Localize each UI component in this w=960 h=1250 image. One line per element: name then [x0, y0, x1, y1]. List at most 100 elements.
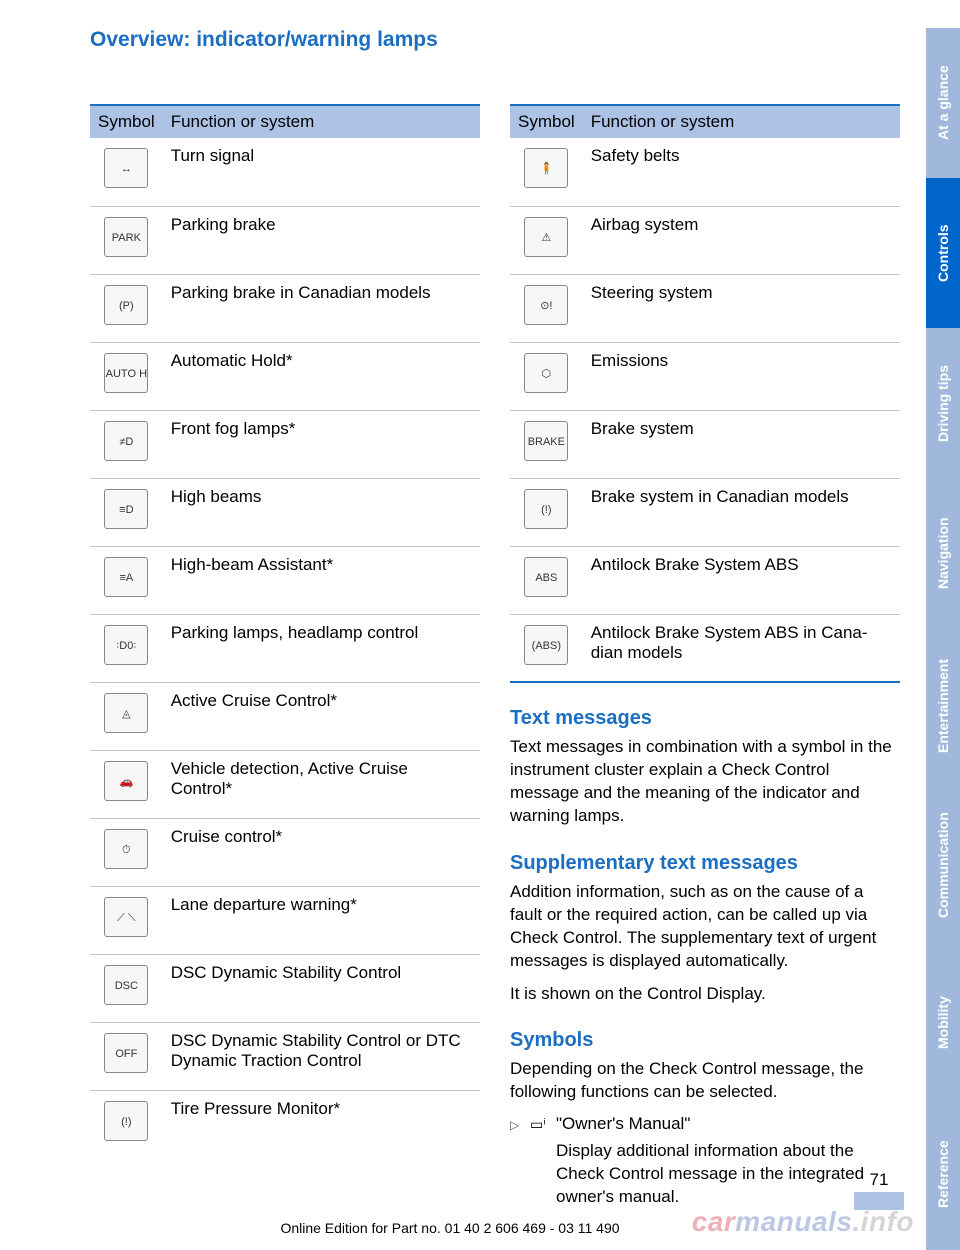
row-label: Antilock Brake System ABS — [583, 546, 900, 614]
vehicle-detection-icon: 🚗 — [104, 761, 148, 801]
col-header-symbol: Symbol — [510, 105, 583, 138]
table-row: DSC DSC Dynamic Stability Control — [90, 954, 480, 1022]
page-title: Overview: indicator/warning lamps — [90, 28, 960, 52]
row-label: Automatic Hold* — [163, 342, 480, 410]
watermark: carmanuals.info — [692, 1206, 914, 1238]
table-row: (!) Tire Pressure Monitor* — [90, 1090, 480, 1158]
right-symbol-table: Symbol Function or system 🧍Safety belts … — [510, 104, 900, 683]
table-row: 🧍 Safety belts — [510, 138, 900, 206]
row-label: Safety belts — [583, 138, 900, 206]
row-label: Active Cruise Control* — [163, 682, 480, 750]
book-icon: ▭ⁱ — [530, 1114, 556, 1134]
table-row: ⏱ Cruise control* — [90, 818, 480, 886]
tab-navigation[interactable]: Navigation — [926, 478, 960, 628]
table-row: ≡D High beams — [90, 478, 480, 546]
brake-icon: BRAKE — [524, 421, 568, 461]
front-fog-icon: ≠D — [104, 421, 148, 461]
heading-supplementary: Supplementary text messages — [510, 852, 900, 875]
col-header-function: Function or system — [163, 105, 480, 138]
triangle-icon: ▷ — [510, 1114, 530, 1134]
row-label: Tire Pressure Monitor* — [163, 1090, 480, 1158]
steering-icon: ⊙! — [524, 285, 568, 325]
row-label: DSC Dynamic Stability Control or DTC Dyn… — [163, 1022, 480, 1090]
tab-controls[interactable]: Controls — [926, 178, 960, 328]
active-cruise-icon: ◬ — [104, 693, 148, 733]
dsc-icon: DSC — [104, 965, 148, 1005]
row-label: Front fog lamps* — [163, 410, 480, 478]
row-label: Brake system in Canadian models — [583, 478, 900, 546]
abs-canada-icon: (ABS) — [524, 625, 568, 665]
row-label: High beams — [163, 478, 480, 546]
bullet-owners-manual: ▷ ▭ⁱ "Owner's Manual" — [510, 1114, 900, 1134]
row-label: Parking brake in Canadian models — [163, 274, 480, 342]
airbag-icon: ⚠ — [524, 217, 568, 257]
row-label: Antilock Brake System ABS in Cana­dian m… — [583, 614, 900, 682]
page-number-value: 71 — [870, 1170, 889, 1189]
page-number: 71 — [854, 1170, 904, 1210]
row-label: Emissions — [583, 342, 900, 410]
row-label: Vehicle detection, Active Cruise Control… — [163, 750, 480, 818]
heading-symbols: Symbols — [510, 1029, 900, 1052]
table-row: ⬡ Emissions — [510, 342, 900, 410]
side-tabs: At a glanceControlsDriving tipsNavigatio… — [926, 28, 960, 1250]
col-header-symbol: Symbol — [90, 105, 163, 138]
tpm-icon: (!) — [104, 1101, 148, 1141]
tab-at-a-glance[interactable]: At a glance — [926, 28, 960, 178]
tab-communication[interactable]: Communication — [926, 783, 960, 948]
park-icon: PARK — [104, 217, 148, 257]
table-row: (P) Parking brake in Canadian models — [90, 274, 480, 342]
table-row: ⊙! Steering system — [510, 274, 900, 342]
table-row: ≡A High-beam Assistant* — [90, 546, 480, 614]
row-label: Airbag system — [583, 206, 900, 274]
row-label: Parking lamps, headlamp control — [163, 614, 480, 682]
table-row: ◬ Active Cruise Control* — [90, 682, 480, 750]
table-row: OFF DSC Dynamic Stability Control or DTC … — [90, 1022, 480, 1090]
table-row: PARK Parking brake — [90, 206, 480, 274]
auto-hold-icon: AUTO H — [104, 353, 148, 393]
row-label: Lane departure warning* — [163, 886, 480, 954]
row-label: Brake system — [583, 410, 900, 478]
park-canada-icon: (P) — [104, 285, 148, 325]
table-row: ≠D Front fog lamps* — [90, 410, 480, 478]
table-row: (!) Brake system in Canadian models — [510, 478, 900, 546]
text-messages-body: Text messages in combination with a symb… — [510, 736, 900, 828]
table-row: ⚠ Airbag system — [510, 206, 900, 274]
left-column: Symbol Function or system ↔ Turn signal P… — [90, 104, 480, 1209]
table-row: AUTO H Automatic Hold* — [90, 342, 480, 410]
brake-canada-icon: (!) — [524, 489, 568, 529]
col-header-function: Function or system — [583, 105, 900, 138]
abs-icon: ABS — [524, 557, 568, 597]
dsc-off-icon: OFF — [104, 1033, 148, 1073]
cruise-control-icon: ⏱ — [104, 829, 148, 869]
turn-signal-icon: ↔ — [104, 148, 148, 188]
table-row: ⟋ ⟍ Lane departure warning* — [90, 886, 480, 954]
tab-reference[interactable]: Reference — [926, 1098, 960, 1250]
supplementary-body-1: Addition information, such as on the cau… — [510, 881, 900, 973]
symbols-body: Depending on the Check Control message, … — [510, 1058, 900, 1104]
supplementary-body-2: It is shown on the Control Display. — [510, 983, 900, 1006]
row-label: Cruise control* — [163, 818, 480, 886]
tab-entertainment[interactable]: Entertainment — [926, 628, 960, 783]
bullet-label: "Owner's Manual" — [556, 1114, 900, 1134]
lane-departure-icon: ⟋ ⟍ — [104, 897, 148, 937]
row-label: Parking brake — [163, 206, 480, 274]
right-column: Symbol Function or system 🧍Safety belts … — [510, 104, 900, 1209]
table-row: ꞉D0꞉ Parking lamps, headlamp control — [90, 614, 480, 682]
seatbelt-icon: 🧍 — [524, 148, 568, 188]
emissions-icon: ⬡ — [524, 353, 568, 393]
table-row: 🚗 Vehicle detection, Active Cruise Contro… — [90, 750, 480, 818]
row-label: High-beam Assistant* — [163, 546, 480, 614]
row-label: Steering system — [583, 274, 900, 342]
high-beams-icon: ≡D — [104, 489, 148, 529]
row-label: Turn signal — [163, 138, 480, 206]
parking-lamps-icon: ꞉D0꞉ — [104, 625, 148, 665]
row-label: DSC Dynamic Stability Control — [163, 954, 480, 1022]
tab-driving-tips[interactable]: Driving tips — [926, 328, 960, 478]
table-row: ↔ Turn signal — [90, 138, 480, 206]
table-row: BRAKE Brake system — [510, 410, 900, 478]
table-row: (ABS) Antilock Brake System ABS in Cana­d… — [510, 614, 900, 682]
high-beam-assist-icon: ≡A — [104, 557, 148, 597]
tab-mobility[interactable]: Mobility — [926, 948, 960, 1098]
left-symbol-table: Symbol Function or system ↔ Turn signal P… — [90, 104, 480, 1158]
content-columns: Symbol Function or system ↔ Turn signal P… — [90, 104, 900, 1209]
